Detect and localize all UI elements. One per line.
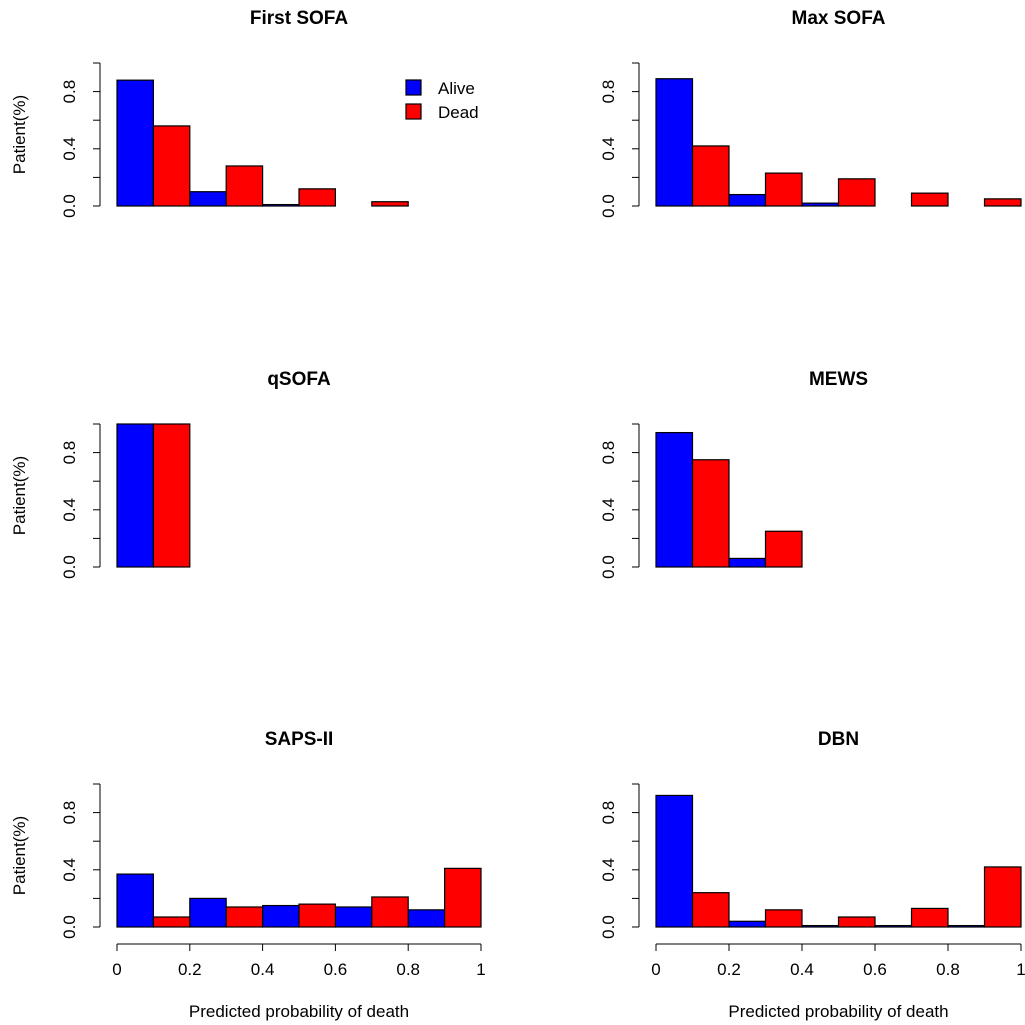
legend: Alive Dead: [405, 79, 479, 122]
x-tick-label: 0: [112, 960, 121, 979]
x-tick-label: 0.8: [936, 960, 960, 979]
bar-alive-2: [728, 557, 767, 568]
bar-dead-2: [764, 172, 803, 207]
chart-panel-6: DBN 0.0 0.4 0.8 0 0.2 0.4 0.6 0.8 1 Predicted prob…: [599, 729, 1025, 1021]
chart-title: SAPS-II: [265, 729, 334, 750]
bar-dead-3: [837, 916, 876, 928]
bar-dead-5: [983, 198, 1022, 207]
bar-dead-1: [691, 145, 730, 207]
x-tick-label: 0.2: [178, 960, 202, 979]
x-tick-label: 0.8: [396, 960, 420, 979]
bar-alive-4: [874, 924, 913, 928]
chart-title: Max SOFA: [792, 8, 886, 29]
legend-label-alive: Alive: [438, 79, 475, 98]
bar-dead-5: [983, 866, 1022, 928]
y-tick-label: 0.4: [60, 137, 79, 161]
y-axis-label: Patient(%): [10, 95, 29, 174]
y-tick-label: 0.8: [599, 80, 618, 104]
bar-dead-1: [691, 892, 730, 928]
bar-dead-5: [444, 867, 482, 928]
bar-alive-3: [262, 904, 300, 928]
y-tick-label: 0.8: [60, 801, 79, 825]
y-tick-label: 0.4: [599, 137, 618, 161]
x-tick-label: 0.6: [863, 960, 887, 979]
bar-dead-1: [152, 125, 191, 207]
bar-alive-5: [947, 924, 986, 928]
x-axis-label: Predicted probability of death: [728, 1002, 948, 1021]
legend-swatch-alive: [405, 79, 422, 96]
bar-dead-2: [225, 906, 264, 928]
x-tick-label: 0.4: [790, 960, 814, 979]
bar-dead-4: [910, 192, 949, 207]
bar-alive-3: [801, 924, 840, 928]
bar-alive-2: [728, 920, 767, 928]
y-tick-label: 0.0: [599, 194, 618, 218]
chart-title: First SOFA: [250, 8, 348, 29]
bar-dead-1: [691, 459, 730, 568]
x-tick-label: 0.2: [717, 960, 741, 979]
bar-alive-5: [407, 909, 446, 928]
chart-panel-5: SAPS-II 0.0 0.4 0.8 Patient(%) 0 0.2 0.4 0.6 0.8 1…: [10, 729, 486, 1021]
bar-alive-1: [655, 431, 694, 568]
bar-dead-4: [910, 907, 949, 928]
bar-alive-1: [655, 794, 694, 928]
chart-title: qSOFA: [267, 369, 331, 390]
x-tick-label: 1: [1016, 960, 1025, 979]
bar-alive-4: [334, 906, 373, 928]
bar-dead-3: [298, 903, 337, 928]
bar-dead-2: [764, 530, 803, 568]
x-tick-label: 0.6: [324, 960, 348, 979]
y-tick-label: 0.0: [60, 555, 79, 579]
chart-panel-1: First SOFA 0.0 0.4 0.8 Patient(%) Alive Dead: [10, 8, 479, 218]
y-tick-label: 0.4: [60, 498, 79, 522]
x-axis-label: Predicted probability of death: [189, 1002, 409, 1021]
bar-dead-4: [371, 896, 409, 928]
bar-alive-1: [655, 78, 694, 207]
bar-dead-2: [225, 165, 264, 207]
bar-alive-2: [189, 191, 227, 207]
x-tick-label: 0: [651, 960, 660, 979]
bar-alive-1: [116, 79, 155, 207]
bar-alive-3: [262, 203, 300, 207]
bar-dead-2: [764, 909, 803, 928]
y-tick-label: 0.8: [60, 441, 79, 465]
y-tick-label: 0.0: [60, 194, 79, 218]
chart-panel-4: MEWS 0.0 0.4 0.8: [599, 369, 868, 579]
bar-alive-3: [801, 202, 840, 207]
y-tick-label: 0.8: [599, 801, 618, 825]
y-tick-label: 0.8: [60, 80, 79, 104]
chart-panel-2: Max SOFA 0.0 0.4 0.8: [599, 8, 1022, 218]
bar-dead-4: [371, 201, 409, 207]
legend-label-dead: Dead: [438, 103, 479, 122]
y-tick-label: 0.4: [599, 858, 618, 882]
y-tick-label: 0.4: [599, 498, 618, 522]
chart-title: DBN: [818, 729, 859, 750]
bar-dead-1: [152, 423, 191, 568]
bar-dead-3: [298, 188, 337, 207]
y-tick-label: 0.0: [60, 915, 79, 939]
bar-alive-1: [116, 873, 155, 928]
legend-swatch-dead: [405, 103, 422, 120]
bar-alive-2: [728, 193, 767, 207]
chart-panel-3: qSOFA 0.0 0.4 0.8 Patient(%): [10, 369, 331, 579]
bar-dead-3: [837, 178, 876, 207]
y-axis-label: Patient(%): [10, 456, 29, 535]
y-tick-label: 0.4: [60, 858, 79, 882]
bar-dead-1: [152, 916, 191, 928]
y-tick-label: 0.8: [599, 441, 618, 465]
x-tick-label: 0.4: [251, 960, 275, 979]
bar-alive-1: [116, 423, 155, 568]
y-axis-label: Patient(%): [10, 816, 29, 895]
y-tick-label: 0.0: [599, 915, 618, 939]
chart-title: MEWS: [809, 369, 868, 390]
y-tick-label: 0.0: [599, 555, 618, 579]
bar-alive-2: [189, 897, 227, 928]
x-tick-label: 1: [476, 960, 485, 979]
